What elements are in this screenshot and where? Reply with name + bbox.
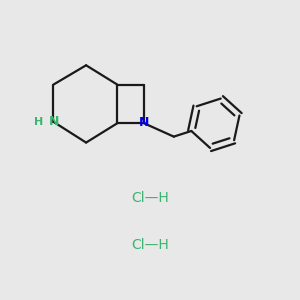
Text: N: N (49, 115, 59, 128)
Text: N: N (139, 116, 149, 129)
Text: Cl—H: Cl—H (131, 190, 169, 205)
Text: H: H (34, 117, 43, 127)
Text: Cl—H: Cl—H (131, 238, 169, 252)
